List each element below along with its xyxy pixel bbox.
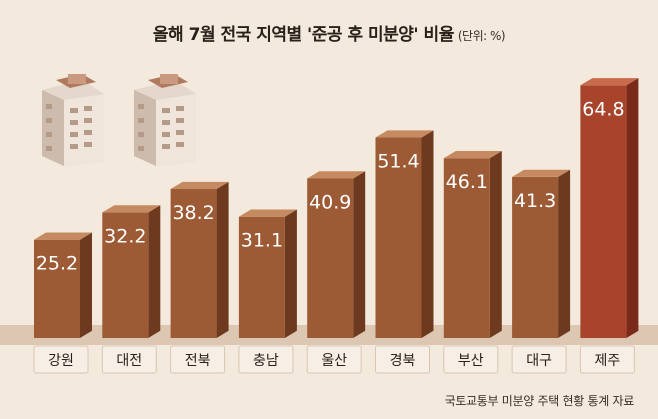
- bar-top: [580, 78, 639, 86]
- category-label: 제주: [595, 353, 621, 369]
- source-note: 국토교통부 미분양 주택 현황 통계 자료: [444, 394, 635, 408]
- bar-top: [307, 171, 366, 179]
- value-label: 46.1: [446, 171, 488, 193]
- bar-front: [580, 85, 627, 338]
- value-label: 41.3: [514, 190, 556, 212]
- bar-side: [80, 232, 92, 338]
- category-label: 부산: [458, 353, 484, 369]
- bar-6: [375, 130, 434, 338]
- bar-9: [580, 78, 639, 338]
- value-label: 40.9: [309, 191, 351, 213]
- bar-5: [307, 171, 366, 338]
- category-label-box: [375, 345, 430, 374]
- value-label: 25.2: [36, 253, 78, 275]
- apartment-building-left: [42, 74, 104, 166]
- category-label-box: [579, 345, 635, 374]
- bar-side: [558, 169, 571, 338]
- category-label-box: [33, 345, 89, 374]
- bars-group: 25.2 32.2 38.2 31.1 40.9 51.4 46.1 41.3 64.8: [34, 78, 639, 338]
- category-label: 전북: [185, 353, 211, 369]
- bar-side: [284, 209, 297, 338]
- category-label: 충남: [253, 353, 279, 369]
- bar-top: [443, 151, 502, 159]
- bar-front: [375, 137, 422, 338]
- bar-top: [238, 209, 297, 217]
- apartment-buildings-illustration: [42, 74, 196, 166]
- category-label-box: [306, 345, 362, 374]
- category-labels-group: 강원 대전 전북 충남 울산 경북 부산 대구 제주: [33, 345, 635, 374]
- bar-side: [626, 78, 639, 338]
- category-label: 대구: [526, 353, 552, 369]
- category-label-box: [101, 345, 157, 374]
- bar-front: [238, 216, 285, 338]
- value-label: 32.2: [104, 225, 146, 247]
- chart-title: 올해 7월 전국 지역별 '준공 후 미분양' 비율 (단위: %): [0, 20, 658, 45]
- bar-top: [170, 181, 229, 190]
- category-label-box: [238, 345, 294, 374]
- value-label: 38.2: [172, 202, 214, 224]
- unit-label: (단위: %): [457, 29, 506, 43]
- apartment-building-right: [134, 74, 196, 166]
- category-label-box: [170, 345, 226, 374]
- bar-7: [443, 151, 502, 338]
- bar-side: [421, 130, 434, 338]
- bar-1: [34, 232, 92, 338]
- bar-front: [512, 176, 559, 338]
- category-label: 강원: [48, 353, 74, 369]
- value-label: 51.4: [377, 151, 419, 173]
- bar-3: [170, 181, 229, 338]
- bar-4: [238, 209, 297, 338]
- category-label-box: [443, 345, 499, 374]
- value-label: 64.8: [582, 98, 624, 120]
- bar-side: [216, 181, 229, 338]
- category-label-box: [511, 345, 567, 374]
- bar-side: [148, 205, 161, 338]
- bar-top: [34, 232, 92, 240]
- bar-front: [102, 212, 149, 338]
- bar-front: [34, 239, 80, 338]
- bar-top: [375, 130, 434, 138]
- bar-top: [102, 205, 161, 213]
- category-label: 경북: [390, 353, 416, 369]
- bar-side: [353, 171, 366, 338]
- bar-front: [170, 189, 217, 338]
- category-label: 울산: [321, 353, 347, 369]
- chart-title-text: 올해 7월 전국 지역별 '준공 후 미분양' 비율: [152, 25, 454, 45]
- bar-top: [512, 169, 571, 177]
- bar-2: [102, 205, 161, 338]
- bar-side: [489, 151, 502, 338]
- bar-front: [443, 158, 490, 338]
- bar-front: [307, 178, 354, 338]
- category-label: 대전: [116, 353, 142, 369]
- bar-8: [512, 169, 571, 338]
- value-label: 31.1: [241, 230, 283, 252]
